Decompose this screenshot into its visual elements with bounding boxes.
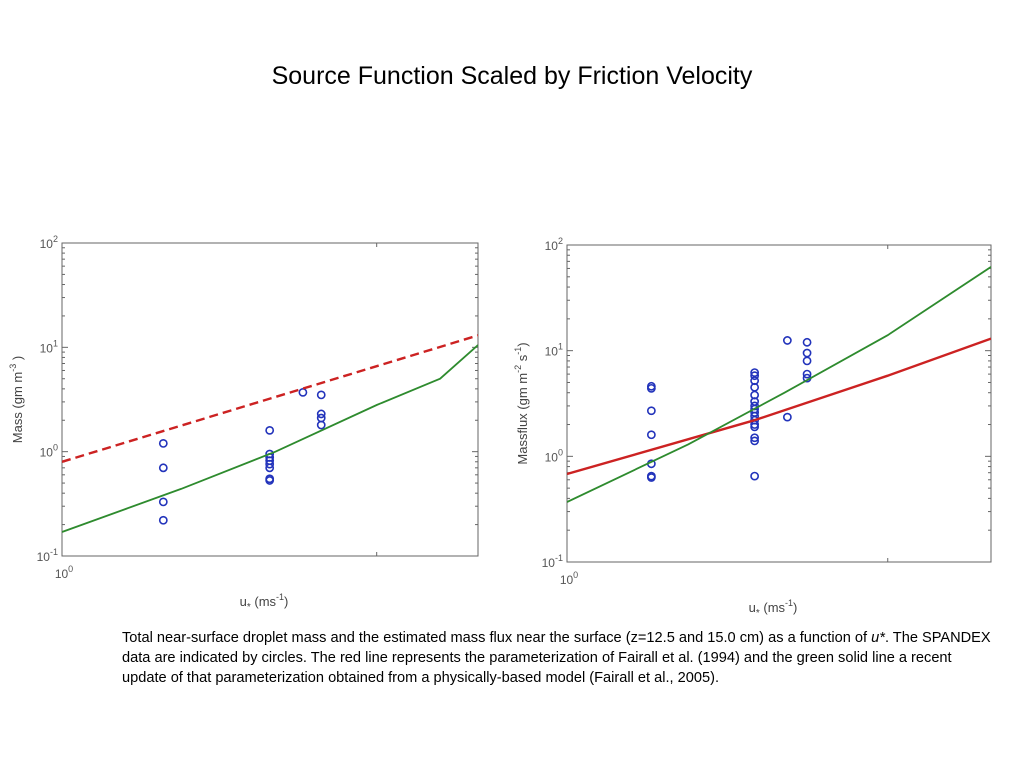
data-point <box>646 383 656 393</box>
y-axis-label: Massflux (gm m-2 s-1) <box>513 342 530 464</box>
data-point <box>802 337 812 347</box>
data-point <box>802 369 812 379</box>
data-point <box>316 420 326 430</box>
data-point <box>265 425 275 435</box>
data-point <box>265 459 275 469</box>
caption-italic: u* <box>871 630 885 646</box>
series-group <box>62 334 478 533</box>
data-point <box>316 409 326 419</box>
data-point <box>750 433 760 443</box>
y-tick-label: 102 <box>545 236 563 253</box>
y-tick-label: 102 <box>40 234 58 251</box>
red-parameterization-line <box>567 337 991 476</box>
data-point <box>802 356 812 366</box>
series-group <box>567 266 991 503</box>
plot-frame <box>566 244 992 563</box>
data-point <box>646 473 656 482</box>
x-axis-label: u* (ms-1) <box>749 598 798 619</box>
data-point <box>782 412 792 422</box>
data-point <box>158 463 168 473</box>
data-point <box>265 463 275 473</box>
data-point <box>782 336 792 345</box>
data-point <box>158 439 168 448</box>
caption-part1: Total near-surface droplet mass and the … <box>122 630 872 646</box>
y-tick-label: 101 <box>40 338 58 355</box>
figure-caption: Total near-surface droplet mass and the … <box>122 628 992 688</box>
x-tick-label: 100 <box>560 570 578 587</box>
data-point <box>750 471 760 481</box>
data-point <box>750 436 760 446</box>
data-point <box>750 371 760 381</box>
plot-frame <box>61 242 479 557</box>
data-point <box>646 406 656 416</box>
x-axis-label: u* (ms-1) <box>240 592 289 613</box>
y-tick-label: 101 <box>545 342 563 359</box>
data-point <box>158 515 168 525</box>
data-point <box>316 390 326 400</box>
data-point <box>298 387 308 397</box>
x-tick-label: 100 <box>55 564 73 581</box>
y-tick-label: 10-1 <box>37 547 58 564</box>
data-point <box>646 430 656 440</box>
data-point <box>802 348 812 358</box>
slide-title: Source Function Scaled by Friction Veloc… <box>271 62 753 90</box>
y-axis-label: Mass (gm m-3 ) <box>8 356 25 443</box>
data-point <box>750 422 760 432</box>
caption-part2: . The SPANDEX data are indicated by circ… <box>122 630 991 686</box>
y-tick-label: 10-1 <box>542 553 563 570</box>
data-point <box>750 368 760 378</box>
y-tick-label: 100 <box>40 443 58 460</box>
data-point <box>265 476 275 485</box>
green-parameterization-line <box>62 344 478 533</box>
y-tick-label: 100 <box>545 447 563 464</box>
red-parameterization-line <box>62 334 478 463</box>
data-point <box>158 497 168 507</box>
green-parameterization-line <box>567 266 991 503</box>
